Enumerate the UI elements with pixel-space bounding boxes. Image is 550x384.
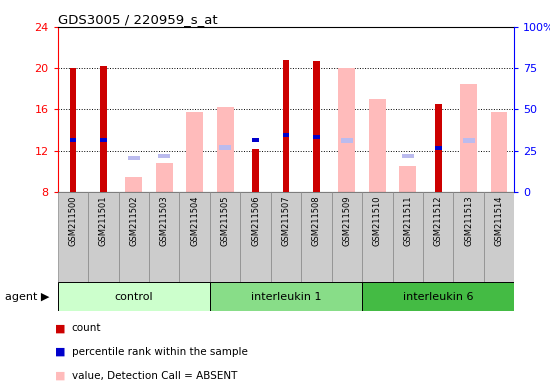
Bar [128,156,140,160]
Bar [435,146,442,150]
Text: GSM211503: GSM211503 [160,195,169,246]
Bar [399,166,416,192]
Bar [423,192,453,282]
Text: GSM211514: GSM211514 [494,195,504,246]
Bar [252,149,259,192]
Text: GSM211506: GSM211506 [251,195,260,246]
Bar [58,192,88,282]
Text: percentile rank within the sample: percentile rank within the sample [72,347,248,357]
Text: GSM211504: GSM211504 [190,195,199,246]
Text: GSM211513: GSM211513 [464,195,473,246]
Text: GSM211507: GSM211507 [282,195,290,246]
Bar [156,163,173,192]
Bar [460,84,477,192]
Bar [283,133,289,137]
Text: ■: ■ [55,323,66,333]
Bar [119,192,149,282]
Bar [219,145,231,150]
Bar [332,192,362,282]
Bar [158,154,170,158]
Bar [252,138,259,142]
Text: GSM211508: GSM211508 [312,195,321,246]
Bar [369,99,386,192]
Text: GSM211511: GSM211511 [403,195,412,246]
Text: control: control [114,291,153,302]
Bar [341,138,353,143]
Text: GSM211505: GSM211505 [221,195,230,246]
Bar [149,192,179,282]
Text: ■: ■ [55,347,66,357]
Text: count: count [72,323,101,333]
Bar [179,192,210,282]
Text: GSM211512: GSM211512 [433,195,443,246]
Text: GDS3005 / 220959_s_at: GDS3005 / 220959_s_at [58,13,217,26]
Bar [58,282,210,311]
Bar [338,68,355,192]
Bar [435,104,442,192]
Bar [100,66,107,192]
Bar [283,60,289,192]
Text: GSM211510: GSM211510 [373,195,382,246]
Bar [463,138,475,143]
Text: value, Detection Call = ABSENT: value, Detection Call = ABSENT [72,371,237,381]
Bar [210,282,362,311]
Bar [491,111,508,192]
Bar [393,192,423,282]
Text: ■: ■ [55,371,66,381]
Text: agent ▶: agent ▶ [6,291,50,302]
Bar [453,192,484,282]
Text: GSM211500: GSM211500 [68,195,78,246]
Bar [186,111,203,192]
Bar [240,192,271,282]
Bar [210,192,240,282]
Text: interleukin 1: interleukin 1 [251,291,321,302]
Bar [70,68,76,192]
Bar [313,135,320,139]
Bar [125,177,142,192]
Text: interleukin 6: interleukin 6 [403,291,474,302]
Bar [402,154,414,158]
Bar [217,108,234,192]
Bar [362,192,393,282]
Bar [271,192,301,282]
Text: GSM211502: GSM211502 [129,195,139,246]
Bar [70,138,76,142]
Bar [484,192,514,282]
Text: GSM211501: GSM211501 [99,195,108,246]
Text: GSM211509: GSM211509 [342,195,351,246]
Bar [313,61,320,192]
Bar [301,192,332,282]
Bar [362,282,514,311]
Bar [88,192,119,282]
Bar [100,138,107,142]
